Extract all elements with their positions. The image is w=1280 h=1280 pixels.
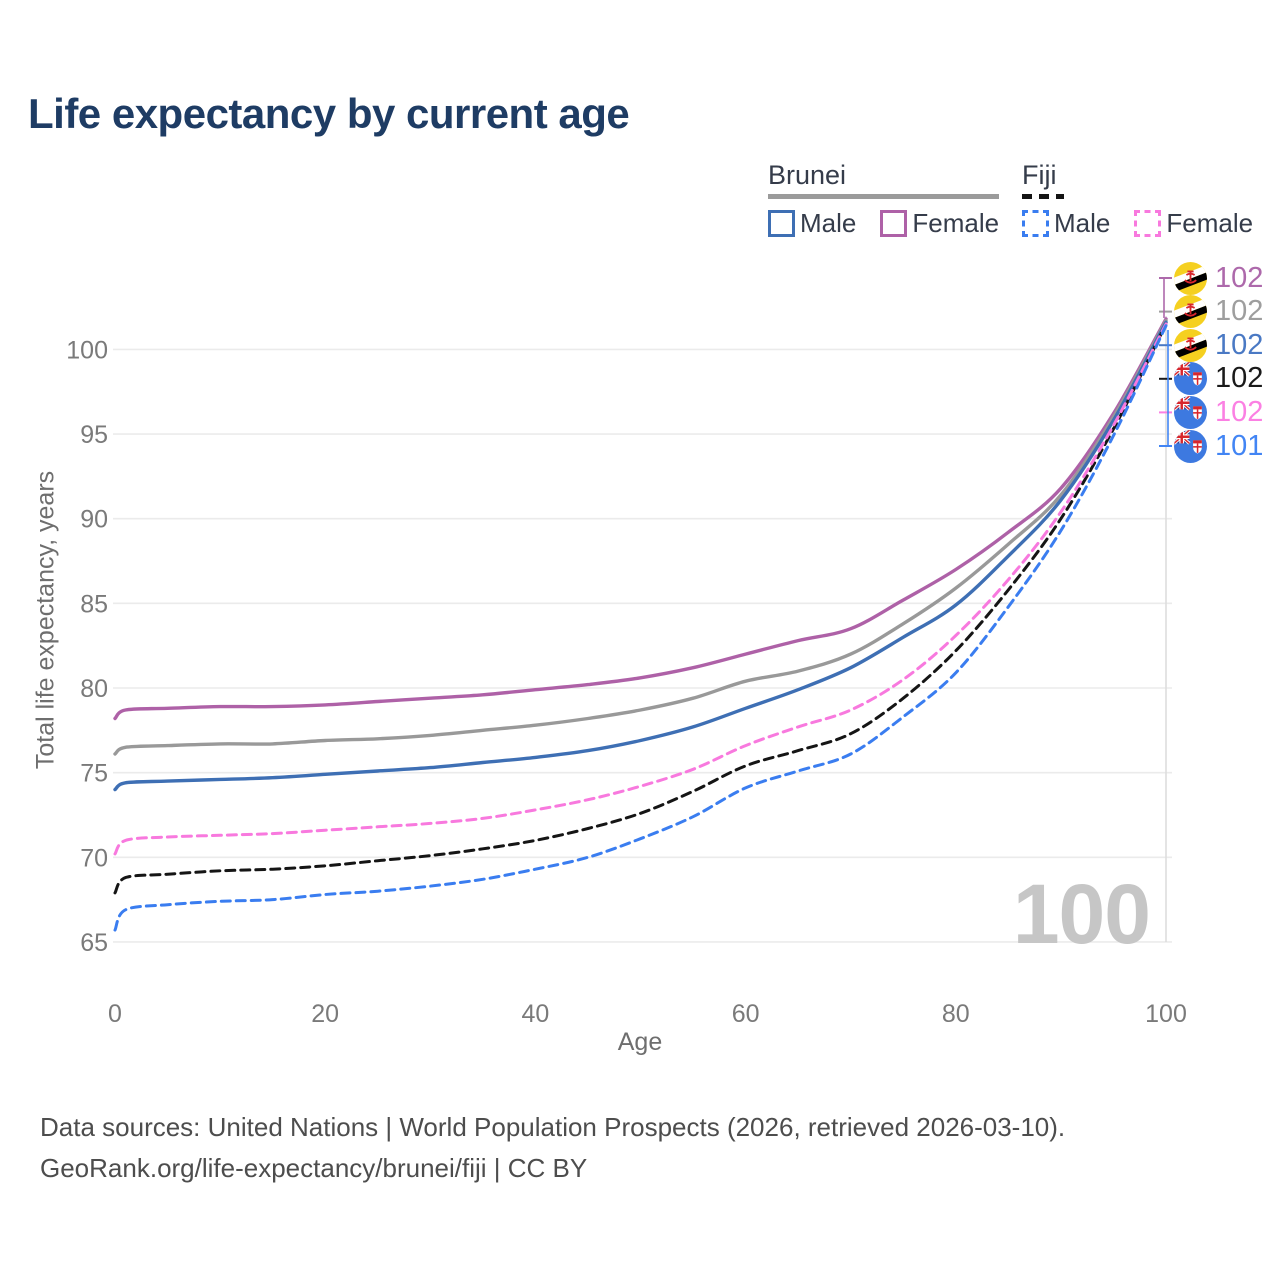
x-tick-label: 40: [521, 1000, 549, 1028]
fiji-flag-icon: [1174, 362, 1207, 396]
y-tick-label: 85: [80, 590, 108, 618]
end-label-brunei-total: 102: [1174, 295, 1263, 329]
y-tick-label: 75: [80, 760, 108, 788]
end-label-fiji-male: 101: [1174, 429, 1263, 463]
fiji-female-swatch-icon: [1134, 210, 1162, 237]
legend-label-fiji-male: Male: [1054, 208, 1111, 238]
y-tick-label: 70: [80, 844, 108, 872]
brunei-male-swatch-icon: [768, 210, 795, 237]
legend-label-fiji-female: Female: [1166, 208, 1254, 238]
end-value: 102: [1215, 395, 1264, 428]
page-title: Life expectancy by current age: [28, 90, 630, 137]
end-label-brunei-male: 102: [1174, 328, 1263, 362]
x-tick-label: 0: [108, 1000, 122, 1028]
end-label-brunei-female: 102: [1174, 261, 1263, 295]
y-tick-label: 80: [80, 675, 108, 703]
legend-group-fiji: Fiji Male Female: [1022, 160, 1253, 239]
series-line-fiji-female[interactable]: [113, 322, 1168, 856]
legend-item-brunei-female[interactable]: Female: [880, 208, 999, 239]
y-tick-label: 65: [80, 929, 108, 957]
x-tick-label: 80: [942, 1000, 970, 1028]
brunei-female-swatch-icon: [880, 210, 908, 237]
end-value: 102: [1215, 261, 1264, 294]
end-value: 102: [1215, 362, 1264, 395]
series-line-fiji-male[interactable]: [113, 324, 1168, 932]
legend-item-fiji-male[interactable]: Male: [1022, 208, 1110, 239]
series-line-brunei-male[interactable]: [113, 320, 1168, 792]
y-tick-label: 90: [80, 506, 108, 534]
series-line-brunei-female[interactable]: [113, 317, 1168, 721]
brunei-flag-icon: [1174, 261, 1207, 295]
fiji-male-swatch-icon: [1022, 210, 1049, 237]
series-line-brunei[interactable]: [113, 318, 1168, 756]
y-tick-label: 100: [66, 336, 108, 364]
x-tick-label: 100: [1145, 1000, 1187, 1028]
x-tick-label: 60: [732, 1000, 760, 1028]
end-value: 102: [1215, 328, 1264, 361]
legend-label-brunei-female: Female: [912, 208, 1000, 238]
end-label-fiji-total: 102: [1174, 362, 1263, 396]
source-note: Data sources: United Nations | World Pop…: [40, 1107, 1065, 1189]
hover-age-indicator: 100: [1012, 867, 1151, 961]
brunei-flag-icon: [1174, 328, 1207, 362]
y-tick-label: 95: [80, 421, 108, 449]
fiji-flag-icon: [1174, 395, 1207, 429]
end-value: 102: [1215, 295, 1264, 328]
legend-item-brunei-male[interactable]: Male: [768, 208, 856, 239]
x-axis-title: Age: [617, 1028, 663, 1056]
source-line-1: Data sources: United Nations | World Pop…: [40, 1112, 1066, 1142]
brunei-flag-icon: [1174, 295, 1207, 329]
source-line-2: GeoRank.org/life-expectancy/brunei/fiji …: [40, 1153, 588, 1183]
series-line-fiji[interactable]: [113, 322, 1168, 895]
end-value: 101: [1215, 429, 1264, 462]
legend-item-fiji-female[interactable]: Female: [1134, 208, 1253, 239]
legend-header-brunei[interactable]: Brunei: [768, 160, 847, 190]
legend-header-fiji[interactable]: Fiji: [1022, 160, 1057, 190]
legend-group-brunei: Brunei Male Female: [768, 160, 1000, 239]
x-tick-label: 20: [311, 1000, 339, 1028]
brunei-line-style-icon: [768, 194, 1000, 199]
end-label-fiji-female: 102: [1174, 395, 1263, 429]
y-axis-title: Total life expectancy, years: [31, 470, 60, 770]
fiji-flag-icon: [1174, 429, 1207, 463]
legend-label-brunei-male: Male: [800, 208, 857, 238]
fiji-line-style-icon: [1022, 194, 1064, 199]
